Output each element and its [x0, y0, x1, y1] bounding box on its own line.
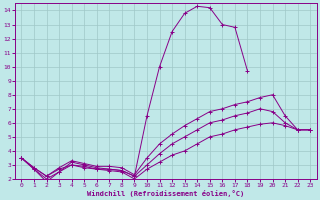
X-axis label: Windchill (Refroidissement éolien,°C): Windchill (Refroidissement éolien,°C) [87, 190, 244, 197]
